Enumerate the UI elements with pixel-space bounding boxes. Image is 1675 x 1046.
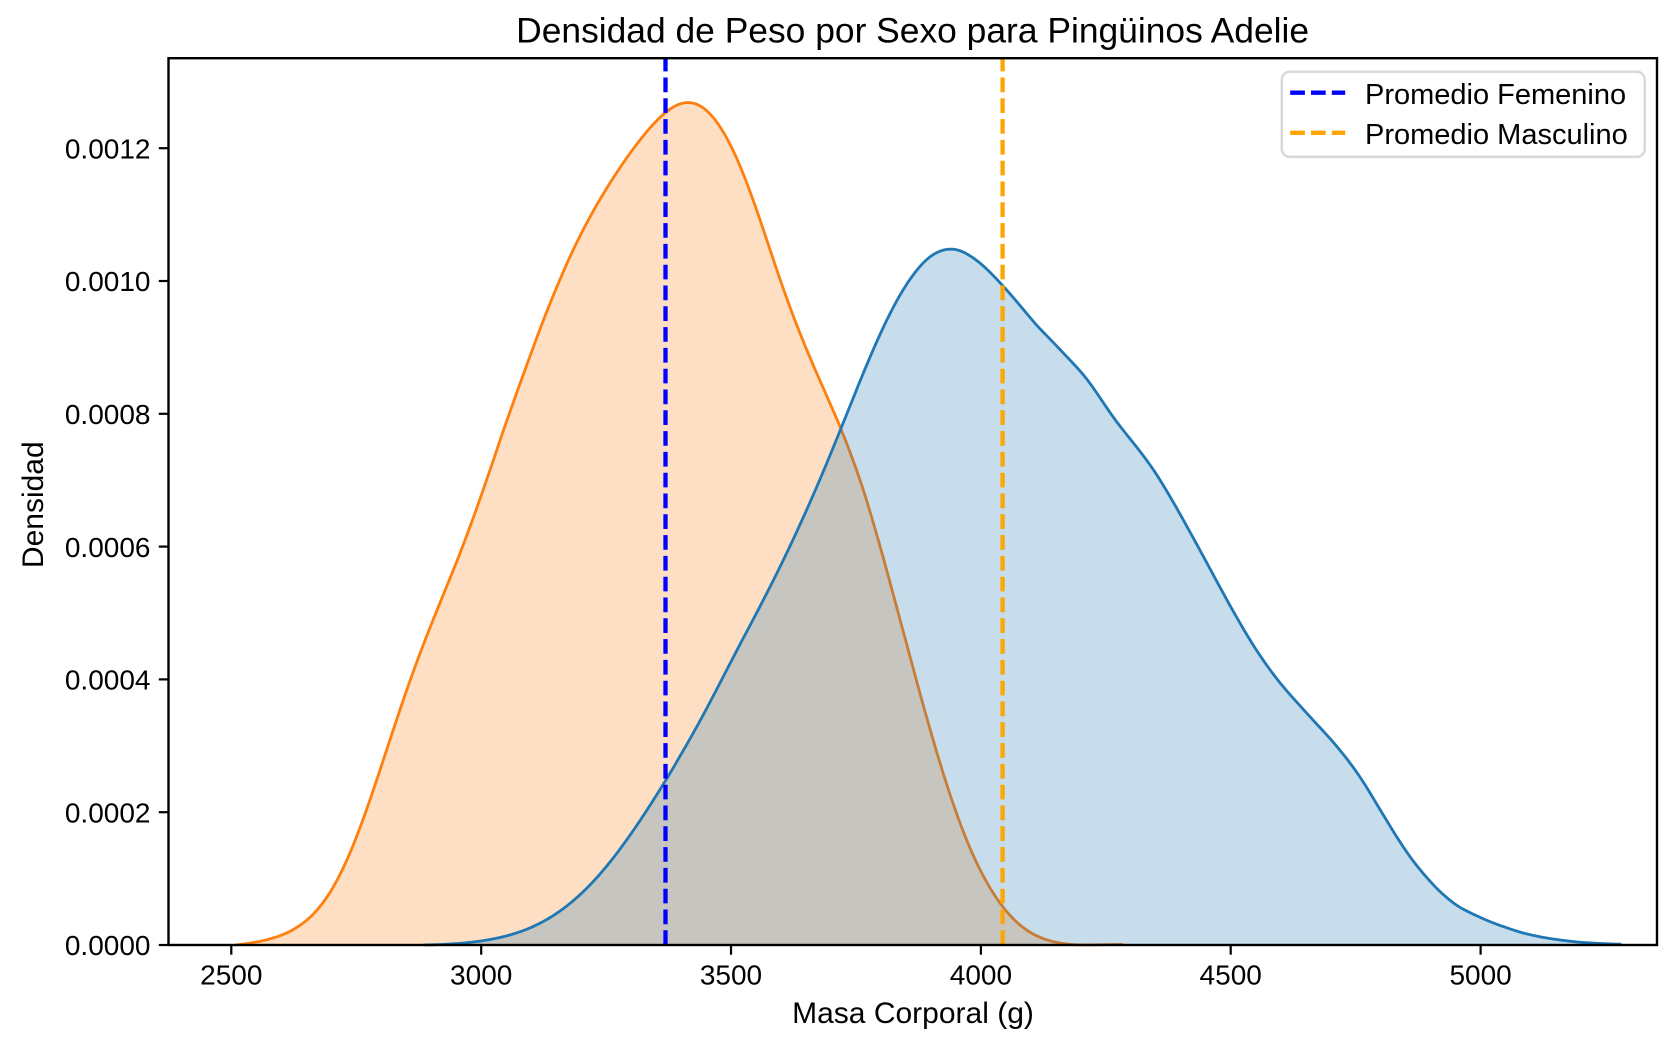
svg-text:0.0008: 0.0008 [65,399,151,430]
svg-text:Densidad de Peso por Sexo para: Densidad de Peso por Sexo para Pingüinos… [516,10,1309,50]
svg-text:3500: 3500 [700,960,762,991]
svg-text:0.0006: 0.0006 [65,532,151,563]
svg-text:Densidad: Densidad [17,441,50,568]
svg-text:0.0010: 0.0010 [65,266,151,297]
svg-text:Masa Corporal (g): Masa Corporal (g) [792,997,1034,1030]
svg-text:4000: 4000 [950,960,1012,991]
svg-text:5000: 5000 [1449,960,1511,991]
svg-text:0.0002: 0.0002 [65,797,151,828]
svg-text:Promedio Masculino: Promedio Masculino [1365,119,1628,151]
svg-text:3000: 3000 [450,960,512,991]
svg-text:0.0012: 0.0012 [65,133,151,164]
svg-text:Promedio Femenino: Promedio Femenino [1365,79,1626,111]
svg-text:2500: 2500 [200,960,262,991]
svg-text:0.0004: 0.0004 [65,665,151,696]
svg-text:0.0000: 0.0000 [65,930,151,961]
svg-text:4500: 4500 [1200,960,1262,991]
